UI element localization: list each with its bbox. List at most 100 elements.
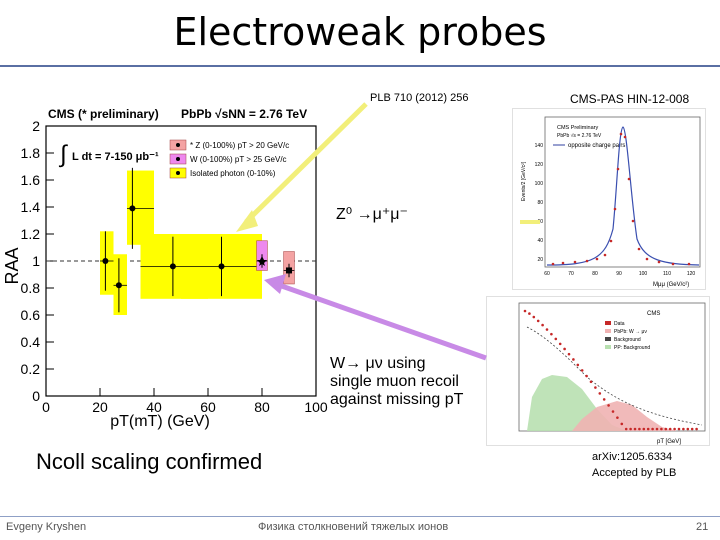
y-axis-label: RAA <box>2 247 22 284</box>
w-inset-data-point <box>695 427 698 431</box>
z-inset-x-tick: 60 <box>544 271 550 277</box>
z-inset-x-tick: 90 <box>616 271 622 277</box>
slide-title: Electroweak probes <box>173 10 547 54</box>
w-inset-data-point <box>541 323 544 327</box>
z-mass-plot: CMS Preliminary PbPb √s = 2.76 TeV oppos… <box>521 116 701 288</box>
w-inset-header: CMS <box>647 311 660 317</box>
w-legend-swatch <box>605 345 611 349</box>
w-inset-data-point <box>624 427 628 431</box>
x-axis-label: pT(mT) (GeV) <box>110 413 210 430</box>
y-tick-label: 1.8 <box>21 145 41 161</box>
x-tick-label: 100 <box>304 399 328 415</box>
arxiv-reference: arXiv:1205.6334 <box>592 451 673 463</box>
x-tick-label: 80 <box>254 399 270 415</box>
z-inset-x-tick: 70 <box>568 271 574 277</box>
w-inset-data-point <box>572 358 575 361</box>
footer-divider <box>0 516 720 517</box>
z-inset-y-tick: 40 <box>537 238 543 244</box>
data-point <box>286 267 292 274</box>
integral-sign: ∫ <box>58 141 68 168</box>
w-inset-data-point <box>655 427 659 431</box>
w-inset-data-point <box>620 422 624 426</box>
legend-label: * Z (0-100%) pT > 20 GeV/c <box>190 141 289 150</box>
w-pointer-arrow <box>275 281 487 361</box>
legend-label: Isolated photon (0-10%) <box>190 169 276 178</box>
w-inset-data-point <box>598 392 602 395</box>
y-tick-label: 2 <box>32 118 40 134</box>
footer-course: Физика столкновений тяжелых ионов <box>258 521 449 533</box>
z-inset-data-point <box>619 132 623 136</box>
w-inset-data-point <box>651 427 654 431</box>
w-inset-data-point <box>567 352 571 356</box>
w-decay-label: W→ μν using single muon recoil against m… <box>330 355 463 409</box>
w-legend-label: PbPb: W → μν <box>614 329 647 335</box>
z-inset-header: CMS Preliminary <box>557 125 599 131</box>
data-point <box>129 205 136 212</box>
z-decay-label: Z⁰ →μ⁺μ⁻ <box>336 206 408 223</box>
legend-marker <box>176 143 180 147</box>
w-inset-data-point <box>532 315 536 319</box>
y-tick-label: 0.8 <box>21 280 41 296</box>
data-point <box>257 256 267 266</box>
y-tick-label: 1.2 <box>21 226 41 242</box>
x-tick-label: 20 <box>92 399 108 415</box>
w-inset-data-point <box>585 374 588 378</box>
z-inset-x-tick: 100 <box>639 271 648 277</box>
w-legend-swatch <box>605 329 611 333</box>
z-inset-x-tick: 80 <box>592 271 598 277</box>
z-inset-data-point <box>561 261 565 265</box>
z-inset-data-point <box>595 257 599 261</box>
z-inset-data-point <box>687 262 691 266</box>
w-decay-line-1: W→ μν using <box>330 355 426 372</box>
z-inset-data-point <box>631 219 635 223</box>
data-point <box>218 263 225 270</box>
w-inset-xlabel: pT [GeV] <box>657 439 681 445</box>
w-inset-data-point <box>576 363 580 367</box>
z-inset-y-tick: 20 <box>537 257 543 263</box>
luminosity-label: L dt = 7-150 μb⁻¹ <box>72 151 159 163</box>
z-inset-data-point <box>603 253 607 257</box>
w-inset-data-point <box>677 427 681 431</box>
w-inset-data-point <box>536 319 540 323</box>
z-inset-data-point <box>551 262 555 266</box>
y-tick-label: 0 <box>32 388 40 404</box>
w-inset-data-point <box>550 332 553 336</box>
w-legend-label: Background <box>614 337 641 343</box>
w-inset-data-point <box>607 404 610 407</box>
w-decay-line-2: single muon recoil <box>330 373 459 390</box>
z-inset-data-point <box>645 257 649 261</box>
w-inset-data-point <box>638 427 641 431</box>
w-inset-data-point <box>660 427 663 431</box>
w-inset-data-point <box>633 427 637 431</box>
w-inset-data-point <box>646 427 650 431</box>
w-inset-data-point <box>554 337 558 341</box>
y-tick-label: 1 <box>32 253 40 269</box>
w-inset-data-point <box>664 427 668 431</box>
w-legend-swatch <box>605 321 611 325</box>
plot-header-right: PbPb √sNN = 2.76 TeV <box>181 107 307 121</box>
z-mass-inset: CMS Preliminary PbPb √s = 2.76 TeV oppos… <box>512 108 706 290</box>
ncoll-statement: Ncoll scaling confirmed <box>36 449 263 474</box>
z-inset-x-tick: 120 <box>687 271 696 277</box>
z-pointer-arrow <box>244 102 368 224</box>
w-inset-data-point <box>673 427 676 431</box>
w-inset-data-point <box>594 386 597 389</box>
publication-status: Accepted by PLB <box>592 467 677 479</box>
legend-marker <box>176 171 180 175</box>
w-decay-line-3: against missing pT <box>330 391 464 408</box>
w-inset-data-point <box>690 427 694 431</box>
z-inset-y-tick: 120 <box>535 162 544 168</box>
w-inset-data-point <box>668 427 672 431</box>
reference-cms: CMS-PAS HIN-12-008 <box>570 92 690 106</box>
z-inset-data-point <box>627 177 631 181</box>
z-inset-data-point <box>657 260 661 264</box>
w-legend-label: Data <box>614 321 625 327</box>
z-inset-data-point <box>671 262 675 266</box>
z-fit-curve <box>546 126 700 266</box>
z-inset-data-point <box>623 135 627 139</box>
raa-chart: CMS (* preliminary) PbPb √sNN = 2.76 TeV 0… <box>2 107 328 430</box>
z-inset-y-tick: 60 <box>537 219 543 225</box>
w-inset-data-point <box>545 328 549 331</box>
z-inset-legend-1: PbPb √s = 2.76 TeV <box>557 132 602 139</box>
